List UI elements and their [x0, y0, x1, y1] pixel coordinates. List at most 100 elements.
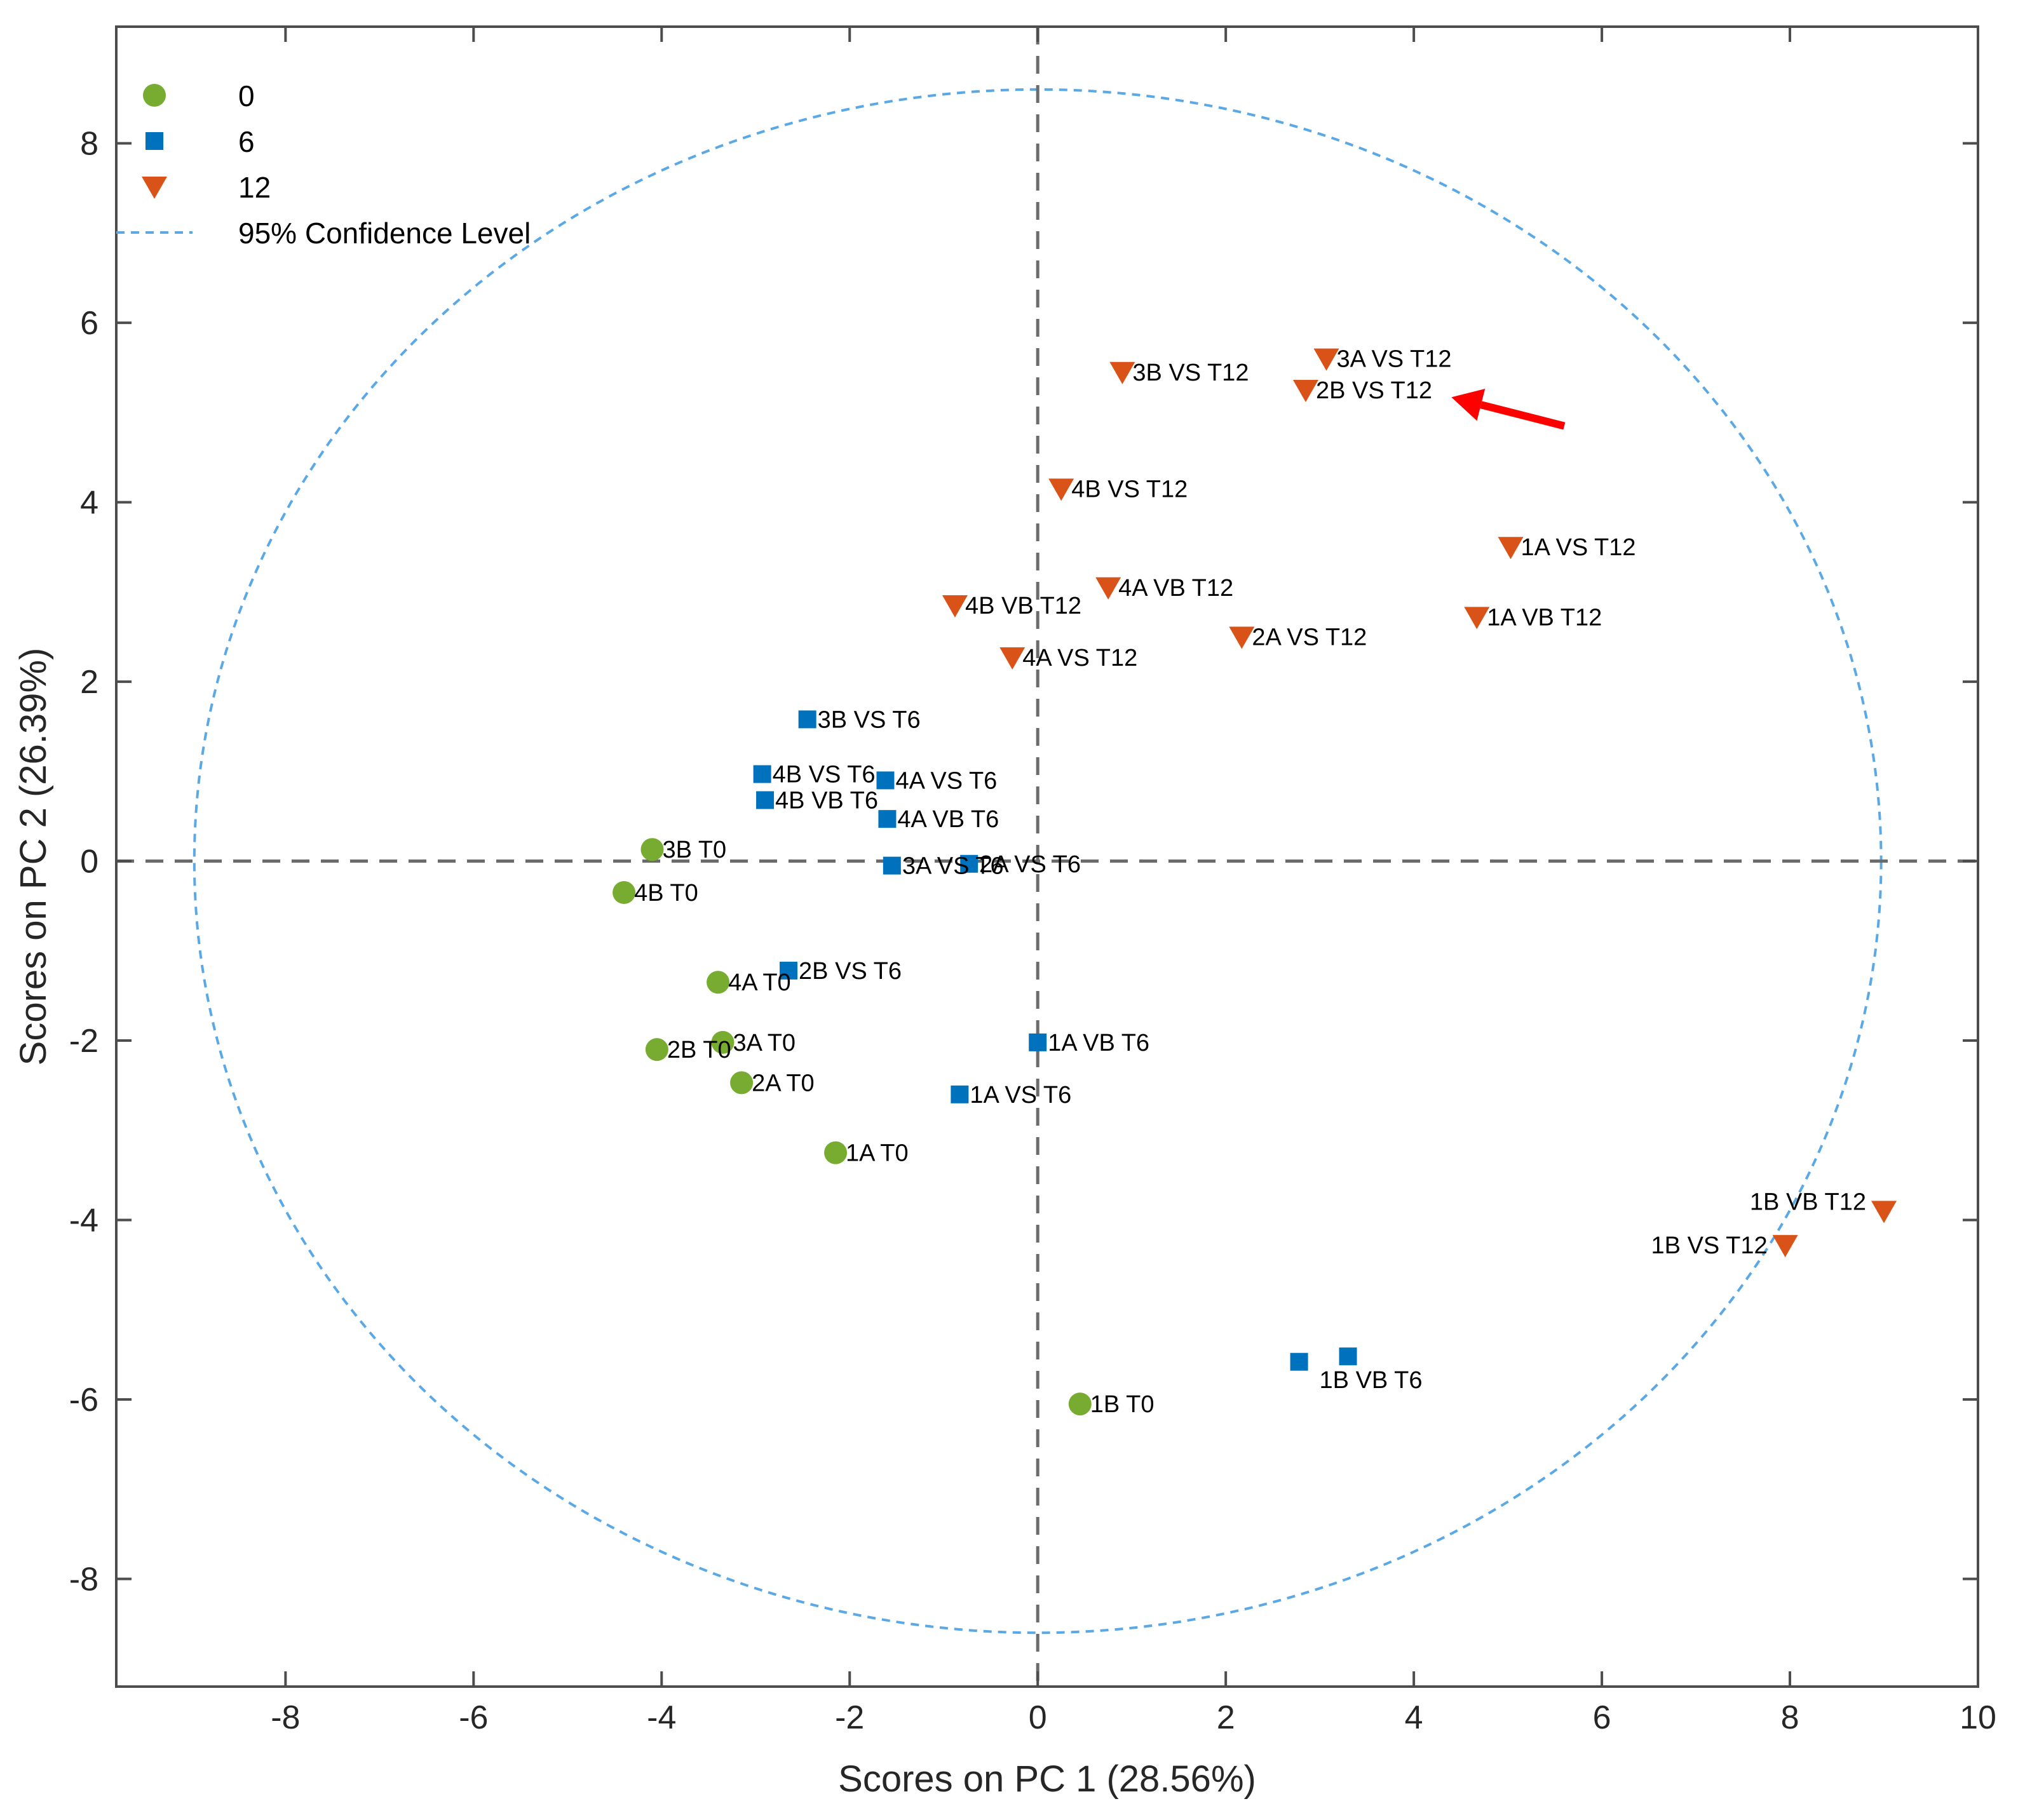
y-tick-label: -8 — [69, 1561, 98, 1598]
point-label: 4B T0 — [634, 880, 698, 907]
reference-lines — [116, 27, 1978, 1687]
legend: 0 6 12 95% Confidence Level — [116, 79, 531, 250]
legend-label: 95% Confidence Level — [238, 217, 531, 250]
marker-series-0 — [640, 838, 664, 861]
point-label: 2A T0 — [752, 1070, 815, 1096]
x-tick-label: 0 — [1029, 1699, 1047, 1736]
axes-box — [115, 25, 1979, 1688]
x-tick-label: -4 — [647, 1699, 676, 1736]
marker-series-6 — [878, 810, 897, 828]
point-label: 3A T0 — [733, 1030, 796, 1056]
point-label: 2B VS T6 — [799, 958, 902, 985]
point-label: 1A T0 — [846, 1140, 909, 1167]
marker-series-6 — [1029, 1033, 1047, 1051]
marker-series-6 — [876, 771, 895, 790]
point-label: 3B VS T6 — [818, 706, 921, 733]
legend-label: 0 — [238, 79, 255, 112]
marker-series-0 — [730, 1071, 754, 1095]
x-tick-label: 10 — [1960, 1699, 1996, 1736]
point-label: 4B VS T12 — [1071, 476, 1188, 502]
marker-series-12 — [1048, 478, 1074, 501]
y-tick-label: -2 — [69, 1023, 98, 1060]
legend-label: 12 — [238, 171, 271, 204]
marker-series-6 — [1339, 1347, 1357, 1366]
marker-series-0 — [613, 880, 636, 904]
point-label: 4A VB T12 — [1118, 575, 1233, 602]
point-label: 1B T0 — [1090, 1391, 1155, 1418]
legend-marker-12 — [142, 177, 167, 199]
marker-series-6 — [780, 961, 798, 980]
point-label: 4A VS T12 — [1022, 645, 1137, 671]
point-label: 3A VS T6 — [902, 853, 1004, 880]
marker-series-6 — [960, 854, 979, 873]
legend-label: 6 — [238, 125, 255, 158]
y-tick-label: 4 — [80, 485, 98, 522]
y-tick-label: 6 — [80, 305, 98, 342]
y-tick-label: 8 — [80, 126, 98, 163]
marker-series-0 — [645, 1038, 668, 1062]
marker-series-6 — [951, 1085, 969, 1103]
marker-series-12 — [942, 595, 968, 618]
legend-marker-6 — [146, 132, 163, 150]
point-label: 1A VB T12 — [1487, 604, 1602, 631]
y-tick-label: 0 — [80, 844, 98, 880]
x-tick-label: -6 — [459, 1699, 488, 1736]
data-markers — [613, 348, 1897, 1416]
point-label: 4B VB T6 — [775, 788, 878, 814]
marker-series-12 — [1095, 577, 1121, 600]
x-tick-label: 2 — [1217, 1699, 1235, 1736]
x-tick-label: 8 — [1781, 1699, 1799, 1736]
marker-series-12 — [1313, 348, 1339, 371]
axis-ticks: -8 -6 -4 -2 0 2 4 6 8 10 -8 -6 -4 -2 0 2 4 6 8 — [69, 27, 1996, 1736]
point-label: 4B VB T12 — [965, 593, 1081, 619]
legend-marker-0 — [143, 84, 166, 107]
point-label: 1B VS T12 — [1651, 1232, 1768, 1259]
y-tick-label: 2 — [80, 664, 98, 701]
point-label: 3B T0 — [662, 837, 726, 863]
marker-series-12 — [1772, 1235, 1798, 1258]
marker-series-12 — [1464, 607, 1490, 630]
marker-series-0 — [1068, 1392, 1092, 1416]
point-label: 2B VS T12 — [1316, 377, 1432, 404]
marker-series-12 — [999, 647, 1026, 670]
marker-series-12 — [1109, 361, 1135, 384]
red-arrow-head — [1451, 388, 1486, 421]
x-axis-label: Scores on PC 1 (28.56%) — [838, 1758, 1256, 1800]
point-label: 1B VB T12 — [1750, 1189, 1866, 1215]
marker-series-6 — [883, 856, 901, 875]
marker-series-6 — [753, 765, 771, 783]
x-tick-label: 6 — [1593, 1699, 1611, 1736]
marker-series-0 — [824, 1141, 848, 1164]
x-tick-label: 4 — [1405, 1699, 1423, 1736]
point-label: 2B T0 — [667, 1037, 731, 1063]
red-arrow-shaft — [1480, 401, 1566, 430]
marker-series-6 — [756, 791, 775, 809]
point-label: 1A VB T6 — [1048, 1030, 1149, 1056]
point-label: 3A VS T12 — [1337, 346, 1452, 373]
point-label: 3B VS T12 — [1132, 360, 1249, 386]
annotations — [1451, 388, 1566, 430]
point-label: 1B VB T6 — [1320, 1367, 1423, 1394]
y-tick-label: -4 — [69, 1203, 98, 1239]
point-label: 1A VS T6 — [970, 1082, 1071, 1109]
point-label: 1A VS T12 — [1521, 534, 1636, 561]
point-label: 2A VS T6 — [979, 851, 1081, 878]
marker-series-6 — [1290, 1352, 1308, 1371]
point-label: 4A VS T6 — [895, 767, 997, 794]
point-label: 4A T0 — [728, 969, 791, 996]
marker-series-12 — [1498, 537, 1524, 560]
point-label: 2A VS T12 — [1252, 624, 1367, 650]
y-axis-label: Scores on PC 2 (26.39%) — [13, 648, 54, 1066]
marker-series-6 — [798, 710, 816, 729]
point-label: 4A VB T6 — [897, 806, 999, 833]
marker-series-12 — [1292, 380, 1318, 403]
marker-series-12 — [1871, 1201, 1897, 1223]
x-tick-label: -8 — [271, 1699, 300, 1736]
x-tick-label: -2 — [835, 1699, 864, 1736]
marker-series-12 — [1229, 626, 1255, 649]
marker-series-0 — [711, 1030, 735, 1054]
point-label: 4B VS T6 — [773, 762, 876, 788]
